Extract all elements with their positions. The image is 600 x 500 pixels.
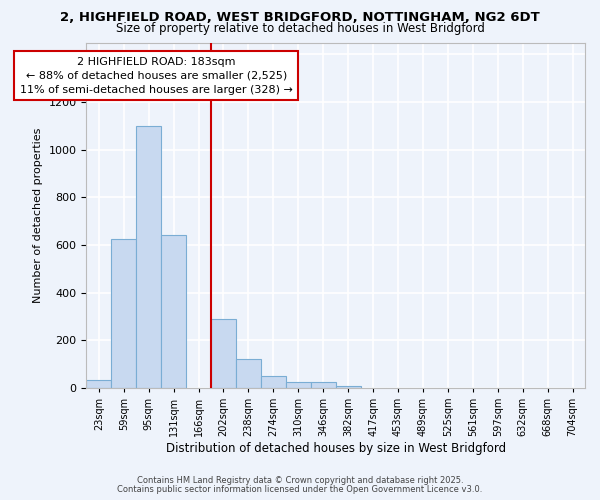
Bar (86, 380, 111, 388)
Text: Contains public sector information licensed under the Open Government Licence v3: Contains public sector information licen… (118, 485, 482, 494)
Bar (211, 319, 236, 388)
Y-axis label: Number of detached properties: Number of detached properties (33, 128, 43, 303)
X-axis label: Distribution of detached houses by size in West Bridgford: Distribution of detached houses by size … (166, 442, 506, 455)
Bar (161, 236, 186, 388)
Text: 2, HIGHFIELD ROAD, WEST BRIDGFORD, NOTTINGHAM, NG2 6DT: 2, HIGHFIELD ROAD, WEST BRIDGFORD, NOTTI… (60, 11, 540, 24)
Text: Contains HM Land Registry data © Crown copyright and database right 2025.: Contains HM Land Registry data © Crown c… (137, 476, 463, 485)
Bar (261, 376, 286, 388)
Bar (311, 382, 335, 388)
Bar (236, 360, 261, 388)
Text: Size of property relative to detached houses in West Bridgford: Size of property relative to detached ho… (116, 22, 484, 35)
Bar (111, 239, 136, 388)
Bar (286, 382, 311, 388)
Bar (136, 126, 161, 388)
Bar (335, 386, 361, 388)
Text: 2 HIGHFIELD ROAD: 183sqm
← 88% of detached houses are smaller (2,525)
11% of sem: 2 HIGHFIELD ROAD: 183sqm ← 88% of detach… (20, 57, 293, 95)
